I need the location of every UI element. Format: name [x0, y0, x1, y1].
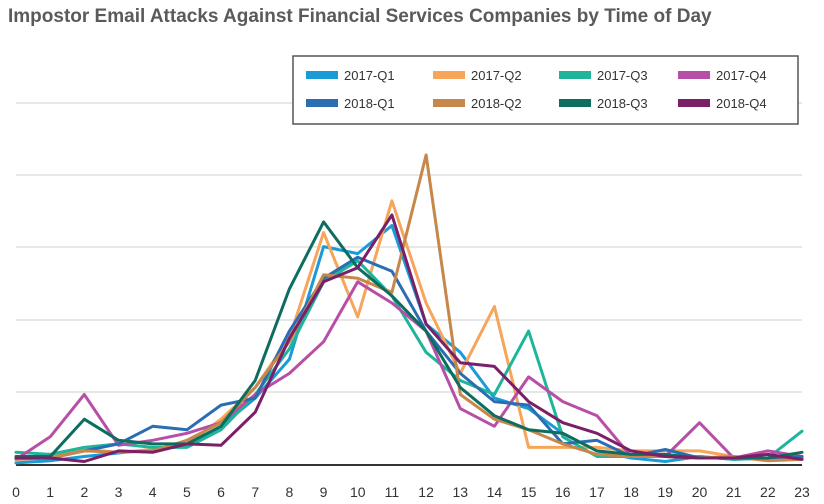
- x-tick-label: 8: [285, 484, 293, 500]
- x-tick-label: 20: [692, 484, 708, 500]
- x-tick-label: 21: [726, 484, 742, 500]
- legend-label: 2018-Q3: [597, 96, 648, 111]
- x-tick-label: 17: [589, 484, 605, 500]
- x-tick-label: 18: [623, 484, 639, 500]
- legend-label: 2017-Q2: [471, 68, 522, 83]
- x-tick-label: 22: [760, 484, 776, 500]
- x-tick-label: 10: [350, 484, 366, 500]
- x-tick-label: 23: [794, 484, 810, 500]
- legend-swatch: [433, 71, 465, 79]
- x-tick-label: 5: [183, 484, 191, 500]
- legend-swatch: [678, 99, 710, 107]
- x-tick-label: 12: [418, 484, 434, 500]
- x-tick-label: 0: [12, 484, 20, 500]
- legend-label: 2017-Q4: [716, 68, 767, 83]
- chart-title: Impostor Email Attacks Against Financial…: [8, 6, 712, 27]
- legend-label: 2017-Q1: [344, 68, 395, 83]
- x-tick-label: 2: [80, 484, 88, 500]
- x-tick-label: 11: [385, 484, 400, 500]
- x-tick-label: 14: [487, 484, 503, 500]
- legend-label: 2018-Q4: [716, 96, 767, 111]
- legend-label: 2017-Q3: [597, 68, 648, 83]
- series-line-2018-Q2: [14, 153, 804, 463]
- x-tick-label: 6: [217, 484, 225, 500]
- series-line-2018-Q3: [14, 220, 804, 460]
- legend-label: 2018-Q2: [471, 96, 522, 111]
- series-line-2017-Q4: [14, 280, 804, 461]
- series-lines: [14, 153, 804, 465]
- legend-box: [292, 55, 799, 125]
- x-axis: 0 1 2 3 4 5 6 7 8 9 10 11 12 13 14 15 16 17 18 19 20 21 22 23: [12, 464, 810, 500]
- legend-swatch: [433, 99, 465, 107]
- series-line-2017-Q3: [14, 259, 804, 461]
- legend-label: 2018-Q1: [344, 96, 395, 111]
- legend-swatch: [678, 71, 710, 79]
- x-tick-label: 7: [251, 484, 259, 500]
- x-tick-label: 15: [521, 484, 537, 500]
- series-line-2017-Q1: [14, 224, 804, 465]
- legend-swatch: [306, 99, 338, 107]
- x-tick-label: 1: [46, 484, 54, 500]
- series-line-2018-Q4: [14, 213, 804, 463]
- x-tick-label: 16: [555, 484, 571, 500]
- legend-swatch: [559, 71, 591, 79]
- x-tick-label: 4: [149, 484, 157, 500]
- legend-swatch: [306, 71, 338, 79]
- x-tick-label: 3: [115, 484, 123, 500]
- x-tick-label: 19: [658, 484, 674, 500]
- x-tick-label: 9: [320, 484, 328, 500]
- series-line-2018-Q1: [14, 255, 804, 460]
- legend-swatch: [559, 99, 591, 107]
- series-line-2017-Q2: [14, 199, 804, 460]
- legend: 2017-Q1 2017-Q2 2017-Q3 2017-Q4 2018-Q1 2018-…: [292, 55, 799, 125]
- x-tick-label: 13: [452, 484, 468, 500]
